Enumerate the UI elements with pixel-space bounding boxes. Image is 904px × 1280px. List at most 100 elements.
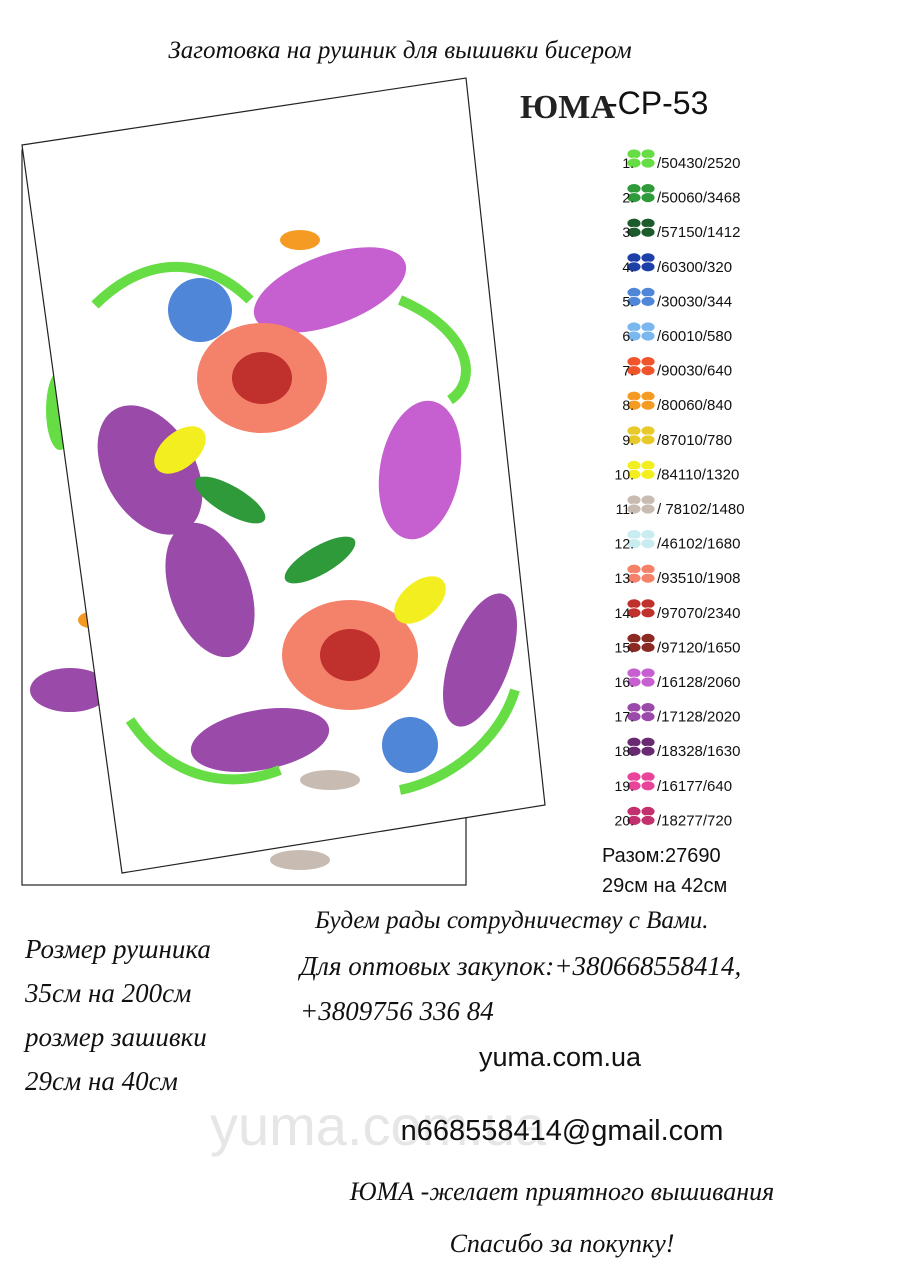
palette-number: 1.	[622, 155, 634, 171]
title: Заготовка на рушник для вышивки бисером	[168, 37, 631, 64]
palette-code: /46102/1680	[657, 536, 740, 553]
contact-line: Спасибо за покупку!	[450, 1229, 675, 1258]
palette-row: 17. /17128/2020	[615, 702, 740, 726]
bead	[640, 598, 656, 610]
palette-code: /17128/2020	[657, 709, 740, 726]
palette: 1. /50430/2520 2. /50060/3468 3. /57150/1412 4…	[615, 148, 745, 829]
bead	[640, 425, 656, 437]
bead	[640, 702, 656, 713]
bead	[640, 148, 656, 160]
bead	[640, 563, 656, 575]
bead	[640, 468, 656, 480]
bead	[640, 217, 656, 229]
bead	[640, 494, 656, 506]
bead	[640, 815, 656, 826]
bead	[640, 192, 656, 204]
bead	[640, 390, 656, 402]
palette-row: 7. /90030/640	[622, 356, 732, 380]
palette-number: 13.	[615, 570, 634, 586]
bead	[640, 295, 656, 307]
bead	[640, 365, 656, 377]
size-info: Розмер рушника	[24, 934, 211, 964]
palette-code: /84110/1320	[657, 466, 739, 483]
palette-code: /50060/3468	[657, 190, 740, 207]
bead	[640, 321, 656, 333]
palette-code: /18277/720	[657, 812, 732, 829]
palette-row: 1. /50430/2520	[622, 148, 740, 172]
bead	[640, 399, 656, 411]
palette-number: 19.	[615, 778, 634, 794]
palette-number: 14.	[615, 605, 634, 621]
contact-line: ЮМА -желает приятного вышивания	[349, 1177, 774, 1206]
size-info: 35см на 200см	[24, 978, 191, 1008]
palette-number: 4.	[622, 259, 634, 275]
bead	[640, 780, 656, 792]
palette-code: /80060/840	[657, 397, 732, 414]
palette-code: /60010/580	[657, 328, 732, 345]
brand-logo: ЮМА	[520, 89, 615, 126]
palette-code: /60300/320	[657, 259, 732, 276]
contact-line: Будем рады сотрудничеству с Вами.	[314, 907, 709, 934]
contact-line: +3809756 336 84	[300, 996, 494, 1026]
bead	[640, 633, 656, 644]
palette-code: /50430/2520	[657, 155, 740, 172]
palette-number: 6.	[622, 328, 634, 344]
bead	[640, 286, 656, 298]
contacts: Будем рады сотрудничеству с Вами. Для опт…	[297, 907, 774, 1258]
bead	[640, 667, 656, 679]
palette-row: 16. /16128/2060	[615, 667, 740, 691]
contact-line: Для оптовых закупок:+380668558414,	[297, 951, 741, 981]
bead	[640, 183, 656, 195]
palette-number: 20.	[615, 812, 634, 828]
front-sheet	[21, 77, 546, 874]
front-embroidery	[91, 230, 520, 795]
bead	[640, 157, 656, 169]
palette-row: 6. /60010/580	[622, 321, 732, 345]
bead	[640, 330, 656, 342]
palette-row: 2. /50060/3468	[622, 183, 740, 207]
size: 29см на 42см	[602, 875, 727, 897]
palette-code: /57150/1412	[657, 224, 740, 241]
bead	[640, 459, 656, 471]
size-info: 29см на 40см	[25, 1066, 178, 1096]
palette-row: 10. /84110/1320	[615, 459, 739, 483]
palette-code: /87010/780	[657, 432, 732, 449]
bead	[640, 572, 656, 584]
palette-code: /90030/640	[657, 363, 732, 380]
palette-code: /97070/2340	[657, 605, 740, 622]
contact-line: yuma.com.ua	[479, 1042, 642, 1072]
bead	[640, 538, 656, 549]
bead	[640, 745, 656, 757]
palette-number: 8.	[622, 397, 634, 413]
product-code: -СР-53	[607, 85, 708, 121]
bead	[640, 676, 656, 688]
palette-number: 9.	[622, 432, 634, 448]
palette-row: 12. /46102/1680	[615, 529, 740, 553]
palette-code: /30030/344	[657, 293, 732, 310]
palette-number: 2.	[622, 190, 634, 206]
palette-number: 5.	[622, 293, 634, 309]
palette-row: 5. /30030/344	[622, 286, 732, 310]
bead	[640, 261, 656, 273]
bead	[640, 356, 656, 368]
palette-number: 11.	[616, 501, 634, 517]
bead	[640, 736, 656, 748]
palette-code: /18328/1630	[657, 743, 740, 760]
palette-number: 18.	[615, 743, 634, 759]
palette-row: 20. /18277/720	[615, 806, 732, 829]
palette-row: 3. /57150/1412	[622, 217, 740, 241]
palette-code: / 78102/1480	[657, 501, 745, 518]
palette-number: 3.	[622, 224, 634, 240]
palette-code: /97120/1650	[657, 639, 740, 656]
palette-row: 8. /80060/840	[622, 390, 732, 414]
contact-line: n668558414@gmail.com	[401, 1115, 724, 1147]
size-info: розмер зашивки	[23, 1022, 207, 1052]
watermark: yuma.com.ua	[210, 1094, 547, 1157]
palette-number: 12.	[615, 536, 634, 552]
palette-code: /93510/1908	[657, 570, 740, 587]
bead	[640, 434, 656, 446]
palette-code: /16128/2060	[657, 674, 740, 691]
bead	[640, 503, 656, 515]
bead	[640, 642, 656, 653]
